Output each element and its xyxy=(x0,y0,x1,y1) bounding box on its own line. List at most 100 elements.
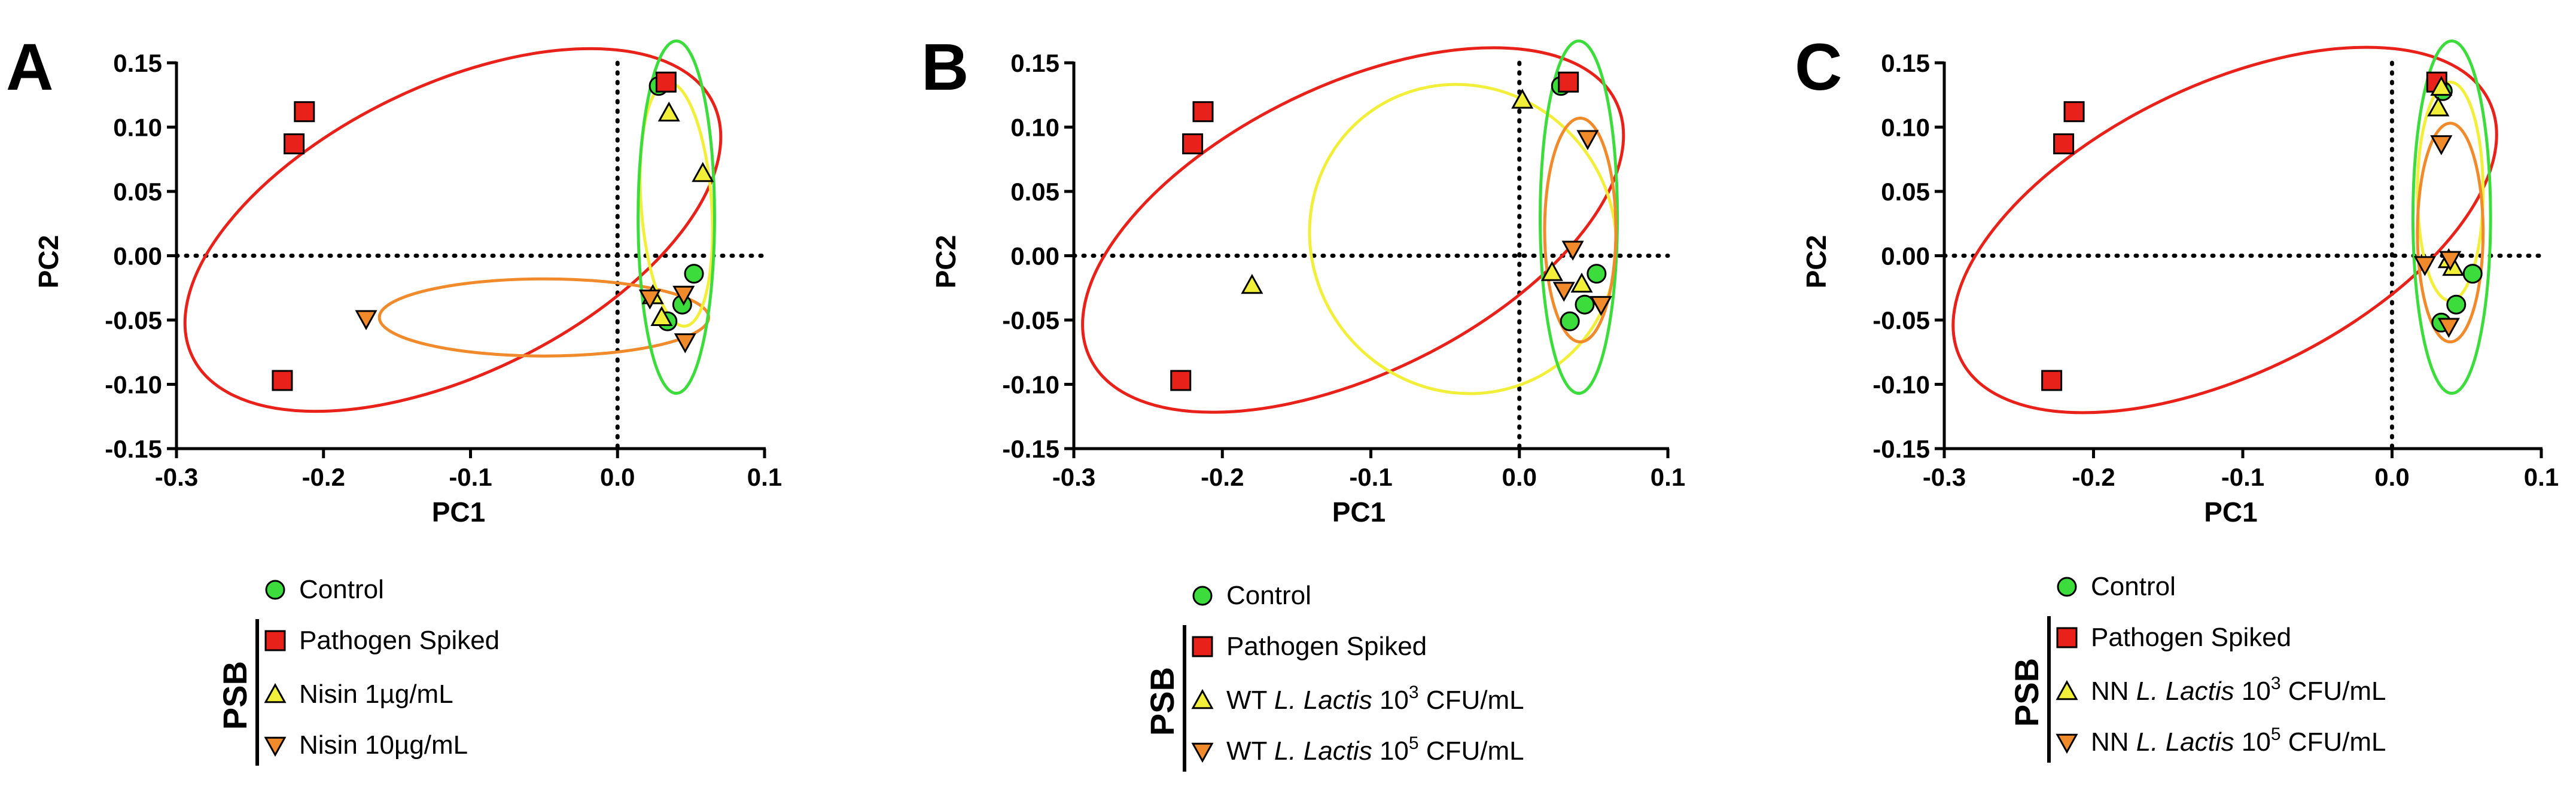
x-tick-label: -0.3 xyxy=(1923,463,1966,491)
point-pathogen-spiked xyxy=(294,101,315,123)
point-control xyxy=(2446,294,2467,315)
point-nisin-10-g-ml xyxy=(355,310,377,330)
x-tick-label: -0.3 xyxy=(155,463,198,491)
legend-label: Control xyxy=(299,575,384,604)
point-pathogen-spiked xyxy=(284,133,305,154)
legend-label: Pathogen Spiked xyxy=(2091,623,2291,652)
legend: Control Pathogen Spiked NN L. Lactis 103 C… xyxy=(2008,572,2386,763)
point-pathogen-spiked xyxy=(1182,133,1204,154)
y-tick-label: -0.15 xyxy=(1002,435,1059,463)
x-axis-label: PC1 xyxy=(2204,496,2257,528)
legend: Control Pathogen Spiked WT L. Lactis 103 C… xyxy=(1143,581,1524,772)
legend-marker xyxy=(1191,688,1214,709)
point-nisin-1-g-ml xyxy=(692,162,714,182)
legend-marker xyxy=(2056,680,2078,700)
y-tick-label: -0.10 xyxy=(105,371,162,399)
y-axis-label: PC2 xyxy=(930,235,961,288)
legend-marker xyxy=(265,580,285,600)
legend-label: Nisin 1µg/mL xyxy=(299,680,453,709)
x-tick-label: -0.2 xyxy=(302,463,345,491)
x-axis-label: PC1 xyxy=(432,496,485,528)
legend-label: NN L. Lactis 105 CFU/mL xyxy=(2091,724,2386,757)
ellipse-control xyxy=(2411,39,2492,395)
panel-letter: A xyxy=(6,31,53,104)
y-tick-label: 0.05 xyxy=(113,178,162,206)
y-tick-label: -0.10 xyxy=(1872,371,1930,399)
ellipse-wt-l-lactis-10-5-cfu-ml xyxy=(1543,116,1618,344)
point-nisin-10-g-ml xyxy=(674,333,696,354)
point-nn-l-lactis-10-3-cfu-ml xyxy=(2430,75,2453,96)
point-pathogen-spiked xyxy=(1558,71,1579,93)
y-tick-label: 0.05 xyxy=(1881,178,1930,206)
y-tick-label: -0.05 xyxy=(1872,306,1930,334)
point-pathogen-spiked xyxy=(655,71,677,93)
legend-label: Nisin 10µg/mL xyxy=(299,730,468,760)
x-tick-label: -0.1 xyxy=(449,463,492,491)
y-tick-label: 0.15 xyxy=(1881,49,1930,77)
ellipse-pathogen-spiked xyxy=(183,47,723,413)
y-tick-label: 0.10 xyxy=(1881,114,1930,142)
point-control xyxy=(1560,311,1580,331)
x-tick-label: 0.1 xyxy=(2524,463,2559,491)
psb-group-label: PSB xyxy=(216,661,254,730)
point-pathogen-spiked xyxy=(2053,133,2075,154)
y-tick-label: 0.15 xyxy=(1010,49,1059,77)
point-wt-l-lactis-10-5-cfu-ml xyxy=(1561,240,1584,261)
y-axis-label: PC2 xyxy=(33,235,64,288)
x-tick-label: 0.0 xyxy=(600,463,635,491)
panel-b: B 0.15 0.10 0.05 0.00 -0.05 -0.10 -0.15-0.3 -0.2… xyxy=(921,31,1685,772)
legend-marker xyxy=(264,736,287,757)
y-tick-label: 0.10 xyxy=(1010,114,1059,142)
y-tick-label: 0.00 xyxy=(113,242,162,270)
legend-marker xyxy=(1191,742,1214,763)
x-tick-label: -0.2 xyxy=(1201,463,1244,491)
legend: Control Pathogen Spiked Nisin 1µg/mL Nisin … xyxy=(216,575,500,766)
point-pathogen-spiked xyxy=(2063,101,2085,123)
legend-label: Control xyxy=(2091,572,2176,601)
point-control xyxy=(1587,264,1607,284)
psb-group-label: PSB xyxy=(1143,667,1181,736)
legend-label: WT L. Lactis 103 CFU/mL xyxy=(1226,683,1524,715)
x-axis-label: PC1 xyxy=(1332,496,1386,528)
x-tick-label: 0.0 xyxy=(1502,463,1537,491)
point-pathogen-spiked xyxy=(1170,370,1192,391)
y-tick-label: -0.15 xyxy=(1872,435,1930,463)
point-pathogen-spiked xyxy=(2041,370,2063,391)
panel-c: C 0.15 0.10 0.05 0.00 -0.05 -0.10 -0.15-0.3 -0.2… xyxy=(1795,31,2559,763)
point-wt-l-lactis-10-3-cfu-ml xyxy=(1540,261,1563,281)
point-pathogen-spiked xyxy=(272,370,293,391)
point-control xyxy=(1575,294,1595,315)
panel-a: A 0.15 0.10 0.05 0.00 -0.05 -0.10 -0.15-0.3 -0.2… xyxy=(6,31,782,766)
legend-label: Pathogen Spiked xyxy=(299,626,500,655)
point-control xyxy=(2462,264,2483,284)
psb-group-label: PSB xyxy=(2008,658,2045,727)
y-tick-label: 0.15 xyxy=(113,49,162,77)
ellipse-pathogen-spiked xyxy=(1951,45,2498,415)
ellipse-control xyxy=(1539,39,1619,395)
point-nn-l-lactis-10-5-cfu-ml xyxy=(2437,318,2460,338)
point-wt-l-lactis-10-3-cfu-ml xyxy=(1570,272,1593,293)
panel-letter: B xyxy=(921,31,969,104)
y-axis-label: PC2 xyxy=(1801,235,1832,288)
point-nn-l-lactis-10-3-cfu-ml xyxy=(2427,96,2450,117)
legend-label: Control xyxy=(1226,581,1311,610)
y-tick-label: -0.05 xyxy=(105,306,162,334)
x-tick-label: 0.1 xyxy=(747,463,782,491)
point-nisin-10-g-ml xyxy=(638,290,661,310)
y-tick-label: 0.10 xyxy=(113,114,162,142)
point-nn-l-lactis-10-5-cfu-ml xyxy=(2439,251,2462,272)
legend-label: NN L. Lactis 103 CFU/mL xyxy=(2091,674,2386,706)
legend-marker xyxy=(264,630,286,651)
ellipse-wt-l-lactis-10-3-cfu-ml xyxy=(1308,83,1618,395)
x-tick-label: -0.1 xyxy=(1349,463,1392,491)
point-nisin-10-g-ml xyxy=(672,285,695,306)
y-tick-label: 0.05 xyxy=(1010,178,1059,206)
legend-marker xyxy=(1192,636,1213,657)
y-tick-label: -0.15 xyxy=(105,435,162,463)
ellipse-pathogen-spiked xyxy=(1081,46,1625,414)
point-wt-l-lactis-10-3-cfu-ml xyxy=(1241,273,1263,294)
legend-marker xyxy=(2057,577,2077,597)
point-control xyxy=(684,264,704,284)
ellipse-control xyxy=(637,39,716,395)
